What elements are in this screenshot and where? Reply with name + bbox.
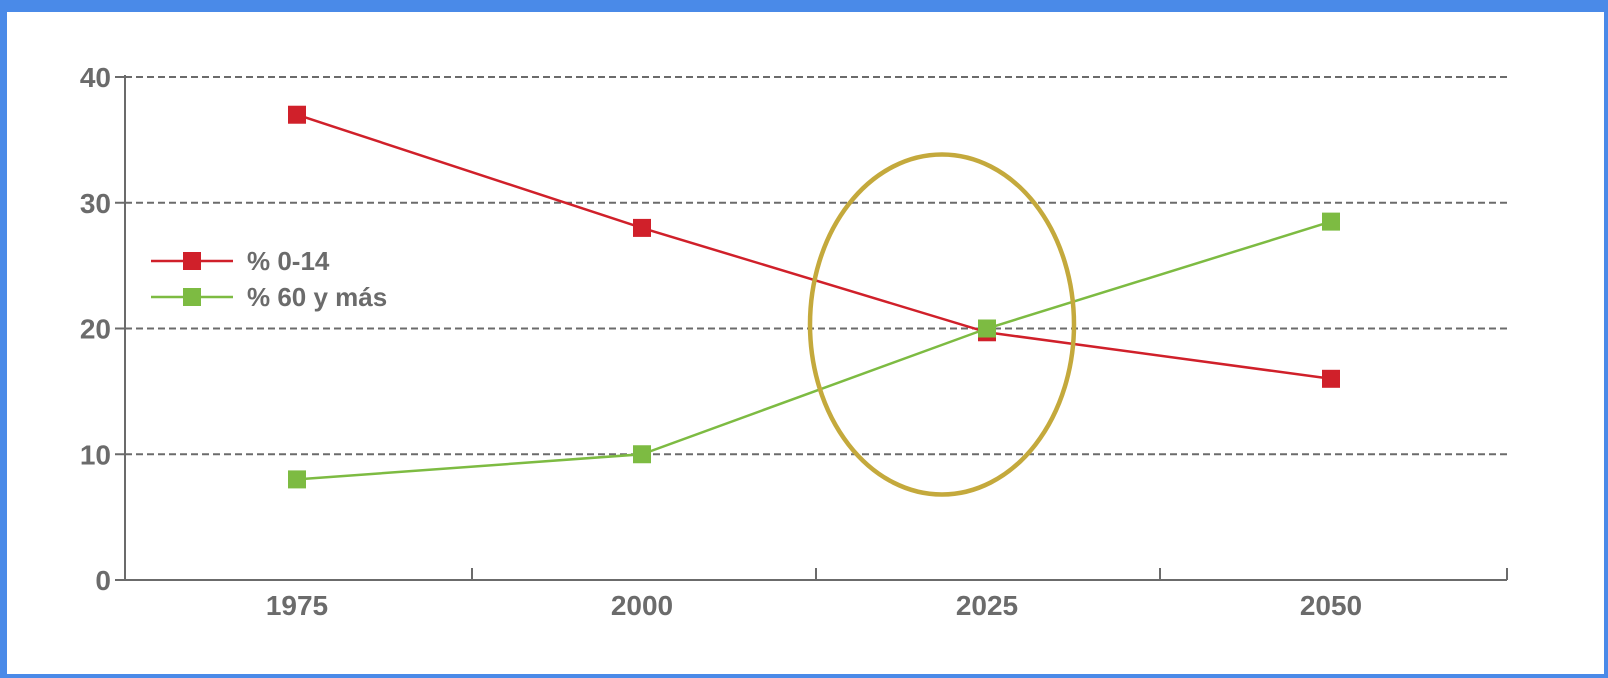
x-axis-ticks: 1975 2000 2025 2050 xyxy=(266,590,1362,621)
legend: % 0-14 % 60 y más xyxy=(151,246,387,312)
axes xyxy=(124,75,1508,581)
annotation-group xyxy=(807,152,1077,497)
highlight-ellipse xyxy=(807,152,1077,497)
x-tick-label: 2025 xyxy=(956,590,1018,621)
data-point-marker xyxy=(633,445,651,464)
data-point-marker xyxy=(1322,369,1340,388)
y-tick-label: 20 xyxy=(80,314,111,345)
x-tick-label: 2050 xyxy=(1300,590,1362,621)
chart-panel: 0 10 20 30 40 1975 2000 2025 2050 % 0-14 % 60 y … xyxy=(7,12,1604,674)
x-tick-label: 1975 xyxy=(266,590,328,621)
data-point-marker xyxy=(978,319,996,338)
legend-label: % 60 y más xyxy=(247,282,387,312)
y-axis-ticks: 0 10 20 30 40 xyxy=(80,62,125,596)
data-point-marker xyxy=(288,105,306,124)
series-line-1 xyxy=(296,220,1332,481)
data-point-marker xyxy=(633,218,651,237)
data-point-marker xyxy=(288,470,306,489)
series-line-0 xyxy=(296,113,1332,381)
x-tick-label: 2000 xyxy=(611,590,673,621)
legend-label: % 0-14 xyxy=(247,246,330,276)
legend-marker-0 xyxy=(183,252,201,270)
line-chart: 0 10 20 30 40 1975 2000 2025 2050 % 0-14 % 60 y … xyxy=(80,62,1508,621)
y-tick-label: 30 xyxy=(80,188,111,219)
series-group xyxy=(288,105,1340,489)
y-tick-label: 0 xyxy=(95,565,111,596)
y-tick-label: 10 xyxy=(80,439,111,470)
legend-marker-1 xyxy=(183,288,201,306)
data-point-marker xyxy=(1322,212,1340,231)
y-tick-label: 40 xyxy=(80,62,111,93)
